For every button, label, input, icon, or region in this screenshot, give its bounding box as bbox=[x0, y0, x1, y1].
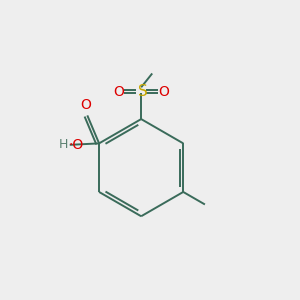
Text: O: O bbox=[158, 85, 169, 99]
Text: S: S bbox=[138, 84, 148, 99]
Text: ·O: ·O bbox=[69, 138, 84, 152]
Text: O: O bbox=[113, 85, 124, 99]
Text: H: H bbox=[59, 138, 68, 151]
Text: O: O bbox=[80, 98, 91, 112]
